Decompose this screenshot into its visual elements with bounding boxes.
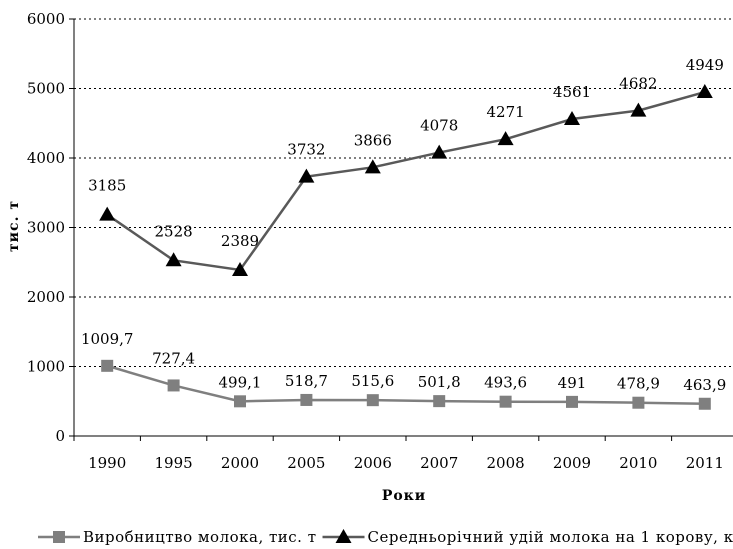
data-point-production	[433, 395, 446, 408]
data-label-yield: 4078	[420, 117, 458, 135]
data-label-yield: 4682	[619, 75, 657, 93]
x-tick-label: 1995	[155, 454, 193, 472]
y-axis-title: тис. т	[6, 200, 22, 252]
data-label-yield: 4561	[553, 83, 591, 101]
gridlines	[74, 18, 733, 367]
data-labels: 1009,7 727,4 499,1 518,7 515,6 501,8 493,6 491 4…	[81, 56, 726, 394]
y-tick-label: 4000	[27, 149, 65, 167]
data-point-yield	[696, 84, 713, 99]
data-label-production: 727,4	[152, 349, 195, 367]
data-label-production: 478,9	[617, 375, 660, 393]
legend-marker-yield	[335, 529, 352, 543]
legend-label-yield: Середньорічний удій молока на 1 корову, …	[368, 528, 733, 546]
data-point-production	[300, 393, 313, 406]
data-label-yield: 2528	[155, 222, 193, 240]
x-tick-label: 2006	[354, 454, 392, 472]
data-label-yield: 3732	[287, 141, 325, 159]
x-tick-label: 2008	[487, 454, 525, 472]
y-tick-label: 5000	[27, 80, 65, 98]
data-point-production	[698, 397, 711, 410]
y-tick-label: 3000	[27, 219, 65, 237]
y-tick-label: 2000	[27, 288, 65, 306]
data-point-yield	[99, 206, 116, 221]
data-point-production	[366, 394, 379, 407]
data-label-production: 518,7	[285, 372, 328, 390]
data-label-yield: 3866	[354, 131, 392, 149]
data-label-yield: 4271	[487, 103, 525, 121]
data-label-yield: 4949	[686, 56, 724, 74]
data-point-production	[632, 396, 645, 409]
data-label-yield: 2389	[221, 232, 259, 250]
x-tick-label: 2005	[287, 454, 325, 472]
data-label-production: 499,1	[219, 373, 262, 391]
x-tick-label: 2011	[686, 454, 724, 472]
data-point-production	[101, 359, 114, 372]
data-point-yield	[165, 252, 182, 267]
axes: 0 1000 2000 3000 4000 5000 6000 1990 1995 2000 200…	[27, 10, 733, 472]
data-point-production	[167, 379, 180, 392]
data-label-production: 493,6	[484, 374, 527, 392]
data-label-production: 491	[558, 374, 587, 392]
x-tick-label: 2009	[553, 454, 591, 472]
x-axis-title: Роки	[382, 488, 426, 504]
data-label-production: 515,6	[351, 372, 394, 390]
x-tick-label: 2007	[420, 454, 458, 472]
x-tick-label: 2010	[619, 454, 657, 472]
data-label-production: 1009,7	[81, 330, 134, 348]
y-tick-label: 0	[55, 427, 65, 445]
data-point-production	[566, 395, 578, 408]
x-tick-label: 1990	[88, 454, 126, 472]
data-point-yield	[298, 168, 315, 183]
data-point-yield	[630, 102, 647, 117]
y-tick-label: 6000	[27, 10, 65, 28]
legend: Виробництво молока, тис. т Середньорічний…	[38, 528, 733, 546]
x-tick-label: 2000	[221, 454, 259, 472]
y-tick-label: 1000	[27, 358, 65, 376]
data-label-production: 501,8	[418, 373, 461, 391]
legend-marker-production	[53, 531, 65, 543]
data-point-yield	[497, 131, 514, 146]
series-line-production	[106, 364, 705, 406]
data-point-yield	[364, 159, 381, 174]
data-label-yield: 3185	[88, 177, 126, 195]
data-point-production	[234, 395, 246, 408]
data-point-yield	[564, 111, 580, 126]
data-point-yield	[232, 261, 248, 276]
data-point-yield	[431, 144, 448, 159]
series-line-yield	[106, 90, 706, 272]
data-label-production: 463,9	[683, 376, 726, 394]
data-point-production	[499, 395, 512, 408]
series	[99, 84, 713, 410]
legend-label-production: Виробництво молока, тис. т	[83, 528, 317, 546]
